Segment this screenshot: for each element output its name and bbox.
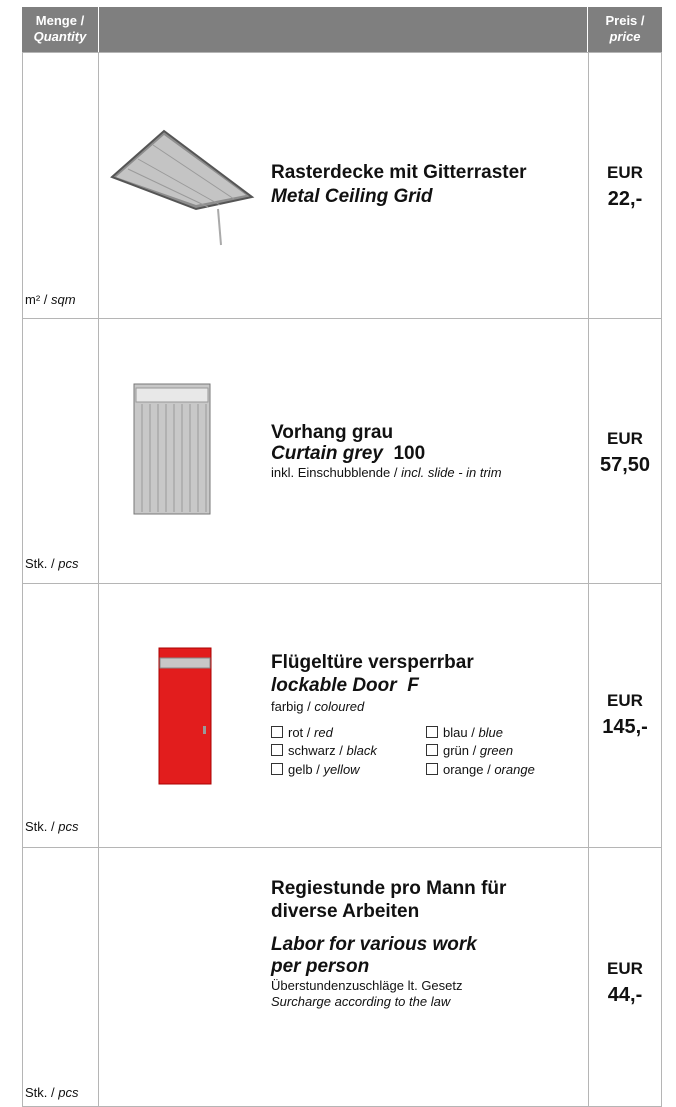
code: 100 — [393, 443, 426, 464]
title-de: Rasterdecke mit Gitterraster — [271, 162, 527, 183]
unit-de: Stk. / — [25, 556, 55, 571]
unit: m² / sqm — [25, 292, 76, 307]
option-de: rot / — [288, 725, 311, 740]
unit-de: Stk. / — [25, 819, 55, 834]
quantity-en: Quantity — [33, 29, 87, 44]
option-en: black — [346, 743, 377, 758]
note-de: inkl. Einschubblende / — [271, 465, 398, 480]
unit: Stk. / pcs — [25, 1085, 78, 1100]
currency: EUR — [607, 163, 643, 182]
note: Surcharge according to the law — [271, 994, 451, 1009]
unit-en: pcs — [58, 556, 79, 571]
option-en: yellow — [323, 762, 360, 777]
title-en: per person — [271, 956, 370, 977]
cell — [588, 52, 662, 319]
title-de: Flügeltüre versperrbar — [271, 652, 474, 673]
title-en: Metal Ceiling Grid — [271, 186, 433, 207]
amount: 44,- — [607, 984, 643, 1006]
unit-en: pcs — [58, 819, 79, 834]
option[interactable]: grün / green — [426, 743, 513, 758]
option[interactable]: schwarz / black — [271, 743, 377, 758]
option-de: blau / — [443, 725, 475, 740]
price-en: price — [609, 29, 641, 44]
title-en-text: Curtain grey — [271, 443, 383, 464]
currency: EUR — [607, 959, 643, 978]
note: inkl. Einschubblende / incl. slide - in … — [271, 465, 502, 480]
title-en: Labor for various work — [271, 934, 477, 955]
header-bar — [22, 7, 662, 52]
note: farbig / coloured — [271, 699, 364, 714]
option[interactable]: gelb / yellow — [271, 762, 360, 777]
cell — [588, 318, 662, 584]
unit: Stk. / pcs — [25, 556, 78, 571]
currency: EUR — [607, 691, 643, 710]
price-de: Preis / — [605, 13, 645, 28]
title-en-text: lockable Door — [271, 675, 397, 696]
option-en: green — [479, 743, 514, 758]
cell — [22, 583, 99, 848]
cell — [22, 847, 99, 1107]
curtain-image — [133, 383, 211, 515]
title-en: Curtain grey 100 — [271, 443, 425, 465]
divider — [98, 7, 99, 52]
title-en: lockable Door F — [271, 675, 419, 697]
door-image — [158, 647, 212, 785]
unit-en: pcs — [58, 1085, 79, 1100]
title-de: diverse Arbeiten — [271, 901, 420, 922]
note-en: incl. slide - in trim — [401, 465, 502, 480]
option-de: orange / — [443, 762, 491, 777]
code: F — [407, 675, 419, 696]
unit: Stk. / pcs — [25, 819, 78, 834]
option[interactable]: orange / orange — [426, 762, 535, 777]
option-en: blue — [478, 725, 504, 740]
option-en: orange — [494, 762, 535, 777]
title-de: Regiestunde pro Mann für — [271, 878, 507, 899]
option[interactable]: blau / blue — [426, 725, 503, 740]
quantity-de: Menge / — [35, 13, 85, 28]
unit-de: m² / — [25, 292, 48, 307]
option-de: grün / — [443, 743, 477, 758]
divider — [587, 7, 588, 52]
note-en: coloured — [314, 699, 365, 714]
title-de: Vorhang grau — [271, 422, 394, 443]
amount: 145,- — [602, 716, 648, 738]
option-en: red — [314, 725, 333, 740]
option-de: schwarz / — [288, 743, 343, 758]
quantity-header: Menge / Quantity — [22, 13, 98, 45]
cell — [22, 318, 99, 584]
unit-en: sqm — [51, 292, 76, 307]
note-de: farbig / — [271, 699, 311, 714]
currency: EUR — [607, 429, 643, 448]
note: Überstundenzuschläge lt. Gesetz — [271, 978, 463, 993]
ceiling-grid-image — [110, 129, 255, 246]
amount: 22,- — [607, 188, 643, 210]
price-header: Preis / price — [588, 13, 662, 45]
unit-de: Stk. / — [25, 1085, 55, 1100]
cell — [22, 52, 99, 319]
option[interactable]: rot / red — [271, 725, 333, 740]
option-de: gelb / — [288, 762, 320, 777]
amount: 57,50 — [599, 454, 651, 476]
